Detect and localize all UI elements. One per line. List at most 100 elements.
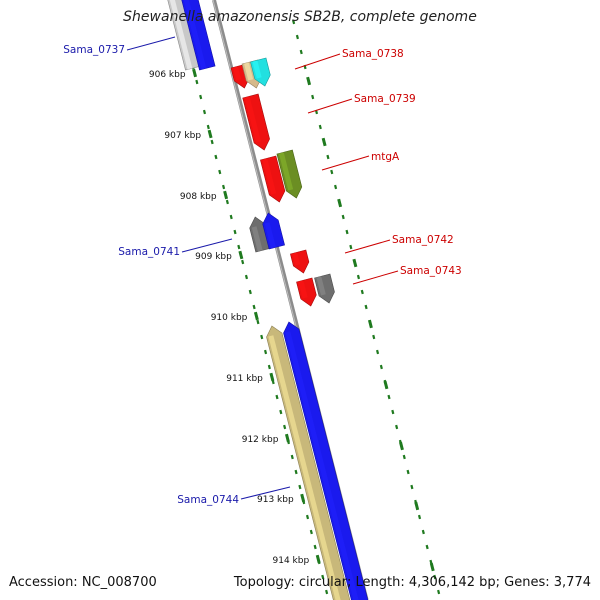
- minor-tick-left: [309, 529, 313, 535]
- gene-label-leader: [321, 155, 370, 171]
- major-tick-left: [192, 68, 198, 78]
- gene-label: Sama_0744: [177, 494, 239, 506]
- map-title: Shewanella amazonensis SB2B, complete ge…: [123, 9, 477, 25]
- gene-feature-highlight: [244, 62, 254, 81]
- minor-tick-left: [202, 109, 207, 115]
- minor-tick-left: [313, 544, 317, 550]
- minor-tick-right: [356, 274, 361, 280]
- major-tick-left: [300, 493, 306, 503]
- major-tick-right: [429, 562, 435, 572]
- major-tick-right: [367, 319, 373, 329]
- major-tick-left: [223, 190, 229, 200]
- minor-tick-right: [295, 34, 299, 40]
- minor-tick-left: [225, 199, 229, 205]
- minor-tick-right: [406, 469, 410, 475]
- minor-tick-right: [330, 169, 334, 175]
- gene-feature-highlight: [298, 280, 308, 299]
- minor-tick-right: [391, 409, 395, 415]
- minor-tick-left: [210, 139, 214, 145]
- gene-feature-highlight: [285, 331, 359, 600]
- minor-tick-left: [256, 319, 260, 325]
- gene-feature-highlight: [233, 66, 242, 81]
- major-tick-left: [253, 311, 259, 321]
- gene-label-leader: [344, 239, 391, 254]
- minor-tick-left: [199, 94, 203, 100]
- minor-tick-left: [218, 169, 222, 175]
- gene-label-leader: [240, 486, 291, 500]
- kbp-tick-label: 912 kbp: [242, 435, 279, 445]
- gene-label-leader: [307, 98, 353, 114]
- minor-tick-right: [334, 184, 338, 190]
- gene-feature-highlight: [252, 60, 262, 79]
- minor-tick-right: [402, 454, 406, 460]
- gene-feature-highlight: [268, 335, 341, 600]
- minor-tick-right: [318, 124, 322, 130]
- major-tick-right: [383, 380, 389, 390]
- minor-tick-right: [395, 424, 399, 430]
- kbp-tick-label: 909 kbp: [195, 252, 232, 262]
- minor-tick-right: [349, 244, 353, 250]
- gene-feature-highlight: [251, 226, 263, 252]
- minor-tick-left: [279, 409, 283, 415]
- gene-label: Sama_0741: [118, 246, 180, 258]
- gene-feature-blue: [262, 212, 285, 250]
- minor-tick-right: [387, 394, 391, 400]
- gene-feature-highlight: [183, 0, 207, 70]
- major-tick-left: [315, 554, 321, 564]
- major-tick-right: [306, 76, 312, 86]
- minor-tick-left: [294, 469, 298, 475]
- minor-tick-left: [241, 259, 245, 265]
- major-tick-left: [238, 250, 244, 260]
- kbp-tick-label: 911 kbp: [226, 374, 263, 384]
- minor-tick-left: [244, 274, 249, 280]
- genome-summary-text: Topology: circular; Length: 4,306,142 bp…: [233, 575, 591, 590]
- gene-feature-highlight: [278, 152, 294, 191]
- gene-feature-highlight: [292, 252, 301, 266]
- kbp-tick-label: 913 kbp: [257, 495, 294, 505]
- minor-tick-left: [248, 289, 252, 295]
- kbp-tick-label: 914 kbp: [273, 556, 310, 566]
- minor-tick-left: [260, 334, 264, 340]
- minor-tick-right: [299, 49, 303, 55]
- gene-label: mtgA: [371, 151, 400, 163]
- minor-tick-right: [364, 304, 368, 310]
- minor-tick-left: [305, 514, 310, 520]
- gene-label-leader: [181, 238, 233, 253]
- minor-tick-left: [214, 154, 218, 160]
- minor-tick-right: [372, 334, 376, 340]
- gene-label-leader: [294, 53, 341, 70]
- major-tick-right: [352, 258, 358, 268]
- gene-label-leader: [126, 36, 176, 51]
- minor-tick-left: [229, 214, 233, 220]
- minor-tick-right: [417, 514, 422, 520]
- minor-tick-left: [195, 79, 199, 85]
- major-tick-left: [269, 372, 275, 382]
- minor-tick-right: [433, 574, 437, 580]
- minor-tick-left: [206, 124, 210, 130]
- major-tick-left: [284, 433, 290, 443]
- minor-tick-left: [321, 574, 325, 580]
- minor-tick-left: [252, 304, 256, 310]
- minor-tick-left: [263, 349, 268, 355]
- minor-tick-right: [421, 529, 425, 535]
- minor-tick-right: [360, 289, 364, 295]
- minor-tick-left: [267, 364, 271, 370]
- gene-label-leader: [352, 270, 399, 285]
- major-tick-right: [414, 501, 420, 511]
- gene-label: Sama_0739: [354, 93, 416, 105]
- minor-tick-right: [379, 364, 383, 370]
- major-tick-right: [337, 198, 343, 208]
- gene-feature-highlight: [169, 0, 193, 70]
- minor-tick-left: [290, 454, 294, 460]
- minor-tick-left: [237, 244, 241, 250]
- gene-label: Sama_0743: [400, 265, 462, 277]
- kbp-tick-label: 906 kbp: [149, 70, 186, 80]
- gene-label: Sama_0742: [392, 234, 454, 246]
- accession-text: Accession: NC_008700: [9, 575, 157, 590]
- minor-tick-right: [341, 214, 345, 220]
- gene-feature-highlight: [264, 222, 276, 249]
- minor-tick-left: [298, 484, 302, 490]
- minor-tick-right: [375, 349, 380, 355]
- minor-tick-right: [311, 94, 315, 100]
